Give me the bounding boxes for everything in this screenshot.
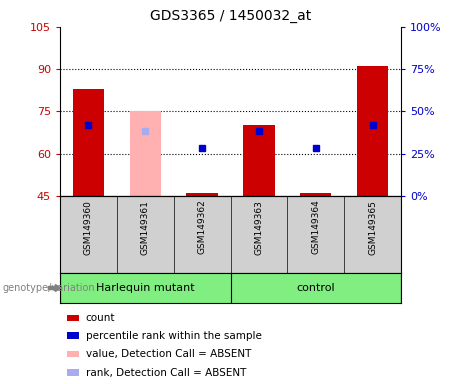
Bar	[186, 193, 218, 196]
Bar	[67, 333, 79, 339]
Text: GSM149364: GSM149364	[311, 200, 320, 255]
Bar	[67, 351, 79, 358]
Text: rank, Detection Call = ABSENT: rank, Detection Call = ABSENT	[85, 368, 246, 378]
Bar	[130, 111, 161, 196]
Text: genotype/variation: genotype/variation	[2, 283, 95, 293]
Text: GSM149365: GSM149365	[368, 200, 377, 255]
Text: percentile rank within the sample: percentile rank within the sample	[85, 331, 261, 341]
Text: GSM149363: GSM149363	[254, 200, 263, 255]
Text: control: control	[296, 283, 335, 293]
Bar	[357, 66, 388, 196]
Bar	[67, 314, 79, 321]
Bar	[67, 369, 79, 376]
Title: GDS3365 / 1450032_at: GDS3365 / 1450032_at	[150, 9, 311, 23]
Text: GSM149361: GSM149361	[141, 200, 150, 255]
Bar	[243, 126, 275, 196]
Bar	[300, 193, 331, 196]
Text: GSM149362: GSM149362	[198, 200, 207, 255]
Text: count: count	[85, 313, 115, 323]
Bar	[73, 89, 104, 196]
Text: Harlequin mutant: Harlequin mutant	[96, 283, 195, 293]
Text: value, Detection Call = ABSENT: value, Detection Call = ABSENT	[85, 349, 251, 359]
Text: GSM149360: GSM149360	[84, 200, 93, 255]
